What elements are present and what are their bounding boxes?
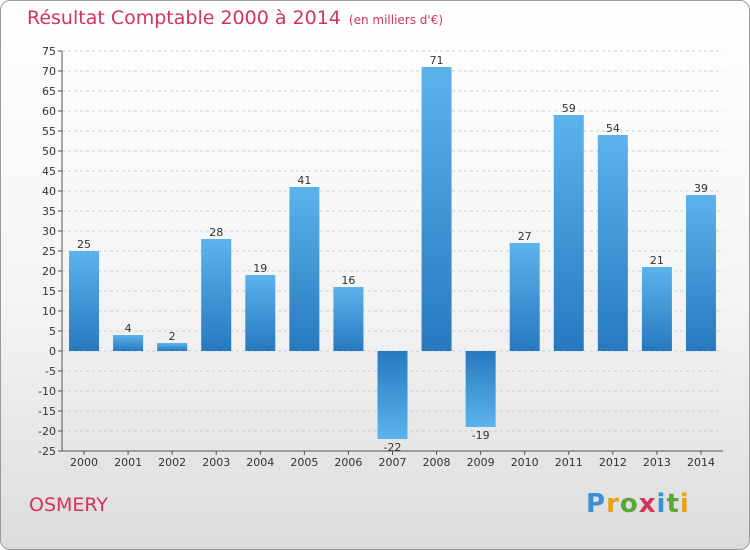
bar-2013 [641,267,672,351]
x-tick-label: 2001 [114,456,142,469]
bar-2004 [245,275,276,351]
y-tick-label: 40 [42,185,56,198]
x-tick-label: 2010 [511,456,539,469]
bar-2008 [421,67,452,351]
x-tick-label: 2002 [158,456,186,469]
y-tick-label: 60 [42,105,56,118]
proxiti-logo: Proxiti [586,489,690,519]
chart-subtitle: (en milliers d'€) [348,13,444,27]
x-tick-label: 2005 [290,456,318,469]
x-tick-label: 2008 [423,456,451,469]
y-tick-label: 75 [42,45,56,58]
data-label: 4 [125,322,132,335]
y-tick-label: 20 [42,265,56,278]
bar-2010 [509,243,540,351]
x-tick-label: 2003 [202,456,230,469]
chart-title: Résultat Comptable 2000 à 2014 (en millie… [27,7,443,29]
bar-2014 [685,195,716,351]
data-label: 27 [518,230,532,243]
y-tick-label: 65 [42,85,56,98]
x-tick-label: 2012 [599,456,627,469]
bar-2005 [289,187,320,351]
x-tick-label: 2004 [246,456,274,469]
y-tick-label: 50 [42,145,56,158]
x-tick-label: 2000 [70,456,98,469]
y-tick-label: 10 [42,305,56,318]
x-tick-label: 2009 [467,456,495,469]
y-tick-label: 0 [49,345,56,358]
data-label: -19 [472,429,490,442]
y-tick-label: -15 [38,405,56,418]
bar-2009 [465,351,496,427]
y-tick-label: -20 [38,425,56,438]
y-tick-label: 55 [42,125,56,138]
data-label: 16 [341,274,355,287]
data-label: 71 [430,54,444,67]
data-label: 41 [297,174,311,187]
bar-2002 [157,343,188,351]
place-name: OSMERY [29,494,109,516]
data-label: 54 [606,122,620,135]
bar-2007 [377,351,408,439]
data-label: 25 [77,238,91,251]
y-tick-label: 30 [42,225,56,238]
y-tick-label: -5 [45,365,56,378]
x-tick-label: 2011 [555,456,583,469]
x-tick-label: 2013 [643,456,671,469]
data-label: 21 [650,254,664,267]
bar-2006 [333,287,364,351]
y-tick-label: 5 [49,325,56,338]
data-label: 19 [253,262,267,275]
y-tick-label: 15 [42,285,56,298]
data-label: 39 [694,182,708,195]
x-tick-label: 2014 [687,456,715,469]
y-tick-label: 70 [42,65,56,78]
chart-title-main: Résultat Comptable 2000 à 2014 [27,7,341,29]
y-tick-label: 45 [42,165,56,178]
data-label: 2 [169,330,176,343]
y-tick-label: 35 [42,205,56,218]
y-tick-label: 25 [42,245,56,258]
bar-2000 [69,251,100,351]
bar-2003 [201,239,232,351]
bar-2012 [597,135,628,351]
data-label: 28 [209,226,223,239]
data-label: 59 [562,102,576,115]
y-tick-label: -10 [38,385,56,398]
bar-2011 [553,115,584,351]
data-label: -22 [384,441,402,454]
x-tick-label: 2007 [379,456,407,469]
bar-2001 [113,335,144,351]
x-tick-label: 2006 [334,456,362,469]
y-tick-label: -25 [38,445,56,458]
